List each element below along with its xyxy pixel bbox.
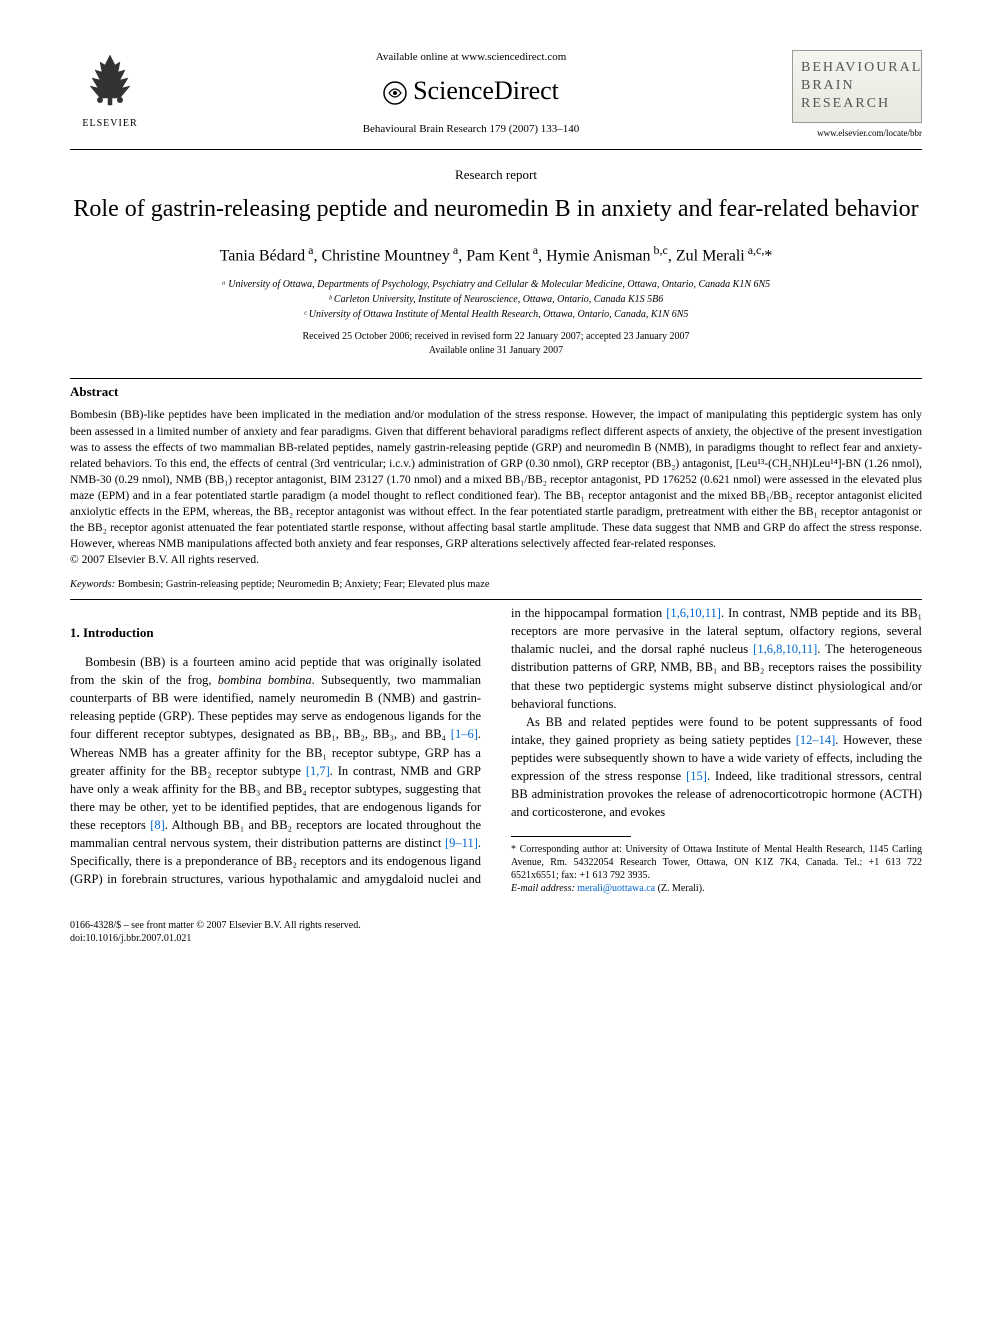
email-link[interactable]: merali@uottawa.ca <box>577 883 655 894</box>
ref-link[interactable]: [1,7] <box>306 764 330 778</box>
corr-email-line: E-mail address: merali@uottawa.ca (Z. Me… <box>511 882 922 895</box>
journal-reference: Behavioural Brain Research 179 (2007) 13… <box>150 122 792 137</box>
section-heading-intro: 1. Introduction <box>70 624 481 643</box>
affiliation-c: ᶜ University of Ottawa Institute of Ment… <box>70 307 922 322</box>
elsevier-tree-icon <box>80 50 140 110</box>
affiliation-b: ᵇ Carleton University, Institute of Neur… <box>70 292 922 307</box>
page-header: ELSEVIER Available online at www.science… <box>70 50 922 139</box>
journal-cover: BEHAVIOURAL BRAIN RESEARCH www.elsevier.… <box>792 50 922 139</box>
affiliation-a: ᵃ University of Ottawa, Departments of P… <box>70 277 922 292</box>
dates-received: Received 25 October 2006; received in re… <box>70 330 922 344</box>
ref-link[interactable]: [1,6,10,11] <box>666 606 721 620</box>
intro-para-2: As BB and related peptides were found to… <box>511 713 922 822</box>
keywords-label: Keywords: <box>70 579 115 590</box>
abstract-text: Bombesin (BB)-like peptides have been im… <box>70 407 922 568</box>
doi-line: doi:10.1016/j.bbr.2007.01.021 <box>70 932 922 945</box>
corresponding-footnote: * Corresponding author at: University of… <box>511 843 922 895</box>
article-type: Research report <box>70 166 922 184</box>
affiliations: ᵃ University of Ottawa, Departments of P… <box>70 277 922 322</box>
keywords-values: Bombesin; Gastrin-releasing peptide; Neu… <box>118 579 490 590</box>
issn-line: 0166-4328/$ – see front matter © 2007 El… <box>70 919 922 932</box>
email-label: E-mail address: <box>511 883 575 894</box>
header-rule <box>70 149 922 150</box>
abstract-rule-bottom <box>70 599 922 600</box>
abstract-copyright: © 2007 Elsevier B.V. All rights reserved… <box>70 554 259 566</box>
ref-link[interactable]: [1–6] <box>451 727 478 741</box>
journal-cover-block: BEHAVIOURAL BRAIN RESEARCH <box>792 50 922 123</box>
footnote-rule <box>511 836 631 837</box>
authors: Tania Bédard a, Christine Mountney a, Pa… <box>70 242 922 268</box>
keywords-line: Keywords: Bombesin; Gastrin-releasing pe… <box>70 578 922 593</box>
publisher-logo: ELSEVIER <box>70 50 150 131</box>
page-footer: 0166-4328/$ – see front matter © 2007 El… <box>70 919 922 945</box>
sciencedirect-brand: ScienceDirect <box>150 73 792 109</box>
available-online-text: Available online at www.sciencedirect.co… <box>150 50 792 65</box>
sciencedirect-icon <box>383 81 407 105</box>
corr-author-text: * Corresponding author at: University of… <box>511 843 922 882</box>
abstract-rule-top <box>70 378 922 379</box>
article-title: Role of gastrin-releasing peptide and ne… <box>70 194 922 225</box>
abstract-heading: Abstract <box>70 383 922 401</box>
abstract-body: Bombesin (BB)-like peptides have been im… <box>70 409 922 550</box>
article-dates: Received 25 October 2006; received in re… <box>70 330 922 358</box>
ref-link[interactable]: [15] <box>686 769 707 783</box>
ref-link[interactable]: [1,6,8,10,11] <box>753 642 817 656</box>
journal-cover-title: BEHAVIOURAL BRAIN RESEARCH <box>801 59 913 114</box>
email-author: (Z. Merali). <box>658 883 705 894</box>
ref-link[interactable]: [8] <box>150 818 165 832</box>
publisher-name: ELSEVIER <box>70 117 150 131</box>
ref-link[interactable]: [12–14] <box>796 733 836 747</box>
dates-online: Available online 31 January 2007 <box>70 344 922 358</box>
journal-url: www.elsevier.com/locate/bbr <box>792 127 922 140</box>
ref-link[interactable]: [9–11] <box>445 836 478 850</box>
body-columns: 1. Introduction Bombesin (BB) is a fourt… <box>70 604 922 895</box>
sciencedirect-label: ScienceDirect <box>413 76 559 105</box>
center-header: Available online at www.sciencedirect.co… <box>150 50 792 137</box>
